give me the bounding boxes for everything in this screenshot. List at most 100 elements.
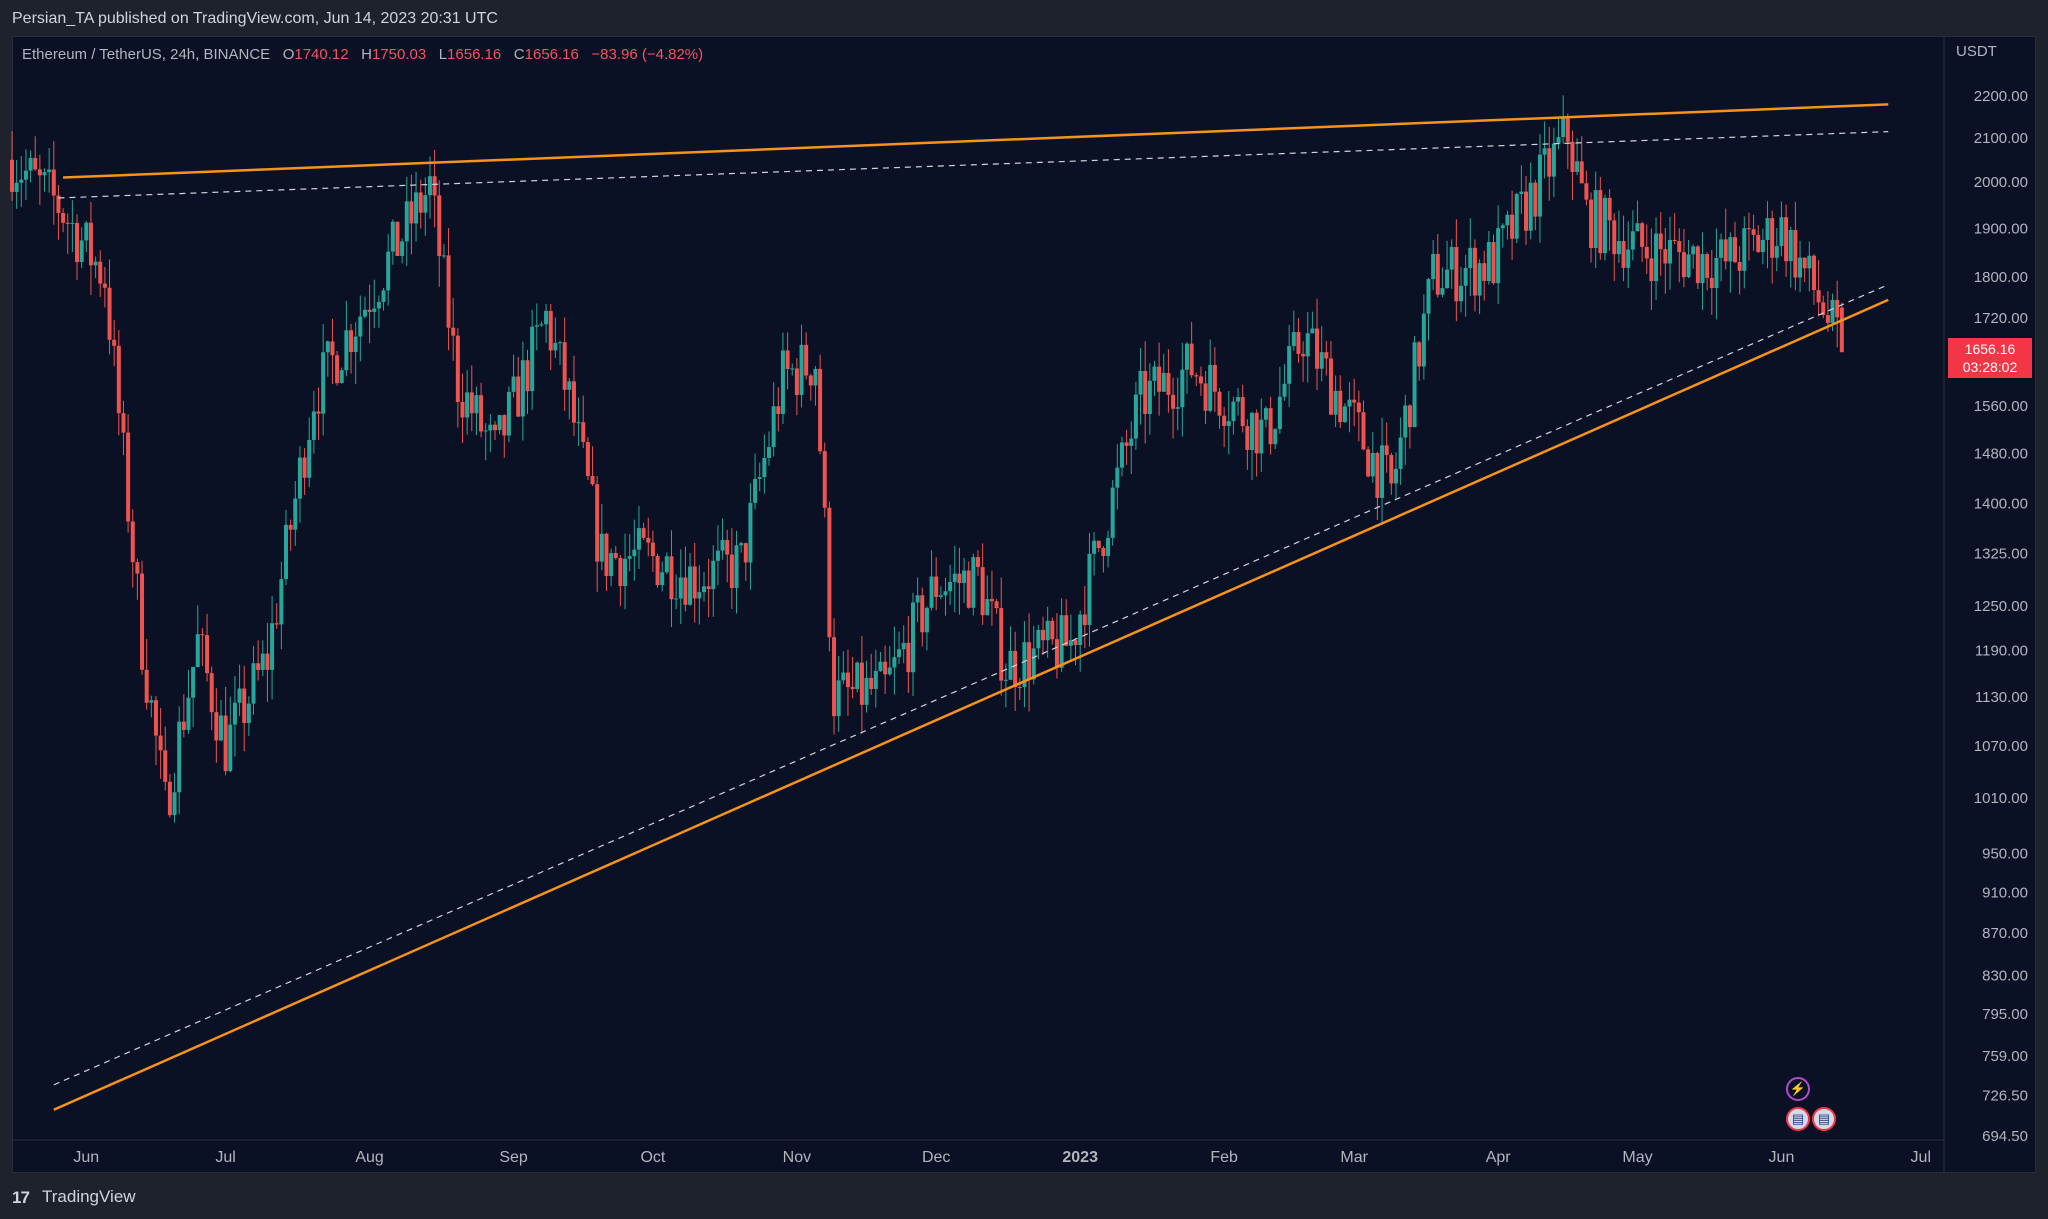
candle-body[interactable] bbox=[1087, 553, 1092, 626]
candle-body[interactable] bbox=[1092, 540, 1097, 554]
candle-body[interactable] bbox=[1821, 302, 1826, 316]
candle-body[interactable] bbox=[571, 381, 576, 423]
candle-body[interactable] bbox=[1352, 399, 1357, 403]
trendline-solid[interactable] bbox=[63, 103, 1889, 179]
chart-frame[interactable] bbox=[12, 36, 2036, 1173]
candle-body[interactable] bbox=[497, 415, 502, 431]
candle-body[interactable] bbox=[1184, 343, 1189, 370]
candle-body[interactable] bbox=[841, 672, 846, 681]
candle-body[interactable] bbox=[432, 176, 437, 196]
candle-body[interactable] bbox=[873, 670, 878, 690]
candle-body[interactable] bbox=[56, 195, 61, 213]
candle-body[interactable] bbox=[130, 521, 135, 563]
candle-body[interactable] bbox=[242, 688, 247, 723]
candle-body[interactable] bbox=[1760, 239, 1765, 253]
trendline-solid[interactable] bbox=[53, 298, 1889, 1111]
candle-body[interactable] bbox=[1240, 397, 1245, 427]
candle-body[interactable] bbox=[84, 222, 89, 241]
candle-body[interactable] bbox=[400, 241, 405, 256]
candle-body[interactable] bbox=[1459, 285, 1463, 302]
candle-body[interactable] bbox=[1017, 687, 1022, 689]
candle-body[interactable] bbox=[1593, 190, 1598, 249]
candle-body[interactable] bbox=[511, 376, 516, 392]
candle-body[interactable] bbox=[246, 703, 251, 723]
candle-body[interactable] bbox=[330, 341, 335, 356]
candle-body[interactable] bbox=[1807, 255, 1812, 269]
candle-body[interactable] bbox=[1802, 257, 1807, 269]
candle-body[interactable] bbox=[1115, 467, 1120, 488]
candle-body[interactable] bbox=[344, 330, 349, 371]
trendline-dashed[interactable] bbox=[53, 284, 1889, 1086]
candle-body[interactable] bbox=[1825, 315, 1830, 323]
candle-body[interactable] bbox=[1482, 263, 1487, 281]
candle-body[interactable] bbox=[112, 339, 117, 346]
candle-body[interactable] bbox=[901, 642, 906, 650]
candle-body[interactable] bbox=[1746, 228, 1751, 230]
candle-body[interactable] bbox=[1728, 237, 1733, 262]
candle-body[interactable] bbox=[1324, 352, 1329, 359]
candle-body[interactable] bbox=[1607, 197, 1612, 221]
candle-body[interactable] bbox=[632, 549, 637, 557]
candle-body[interactable] bbox=[845, 672, 850, 688]
candle-body[interactable] bbox=[1551, 143, 1556, 177]
candle-body[interactable] bbox=[1616, 241, 1621, 255]
candle-body[interactable] bbox=[790, 368, 795, 370]
candle-body[interactable] bbox=[1737, 262, 1742, 271]
candle-body[interactable] bbox=[948, 581, 953, 592]
candle-body[interactable] bbox=[883, 661, 888, 675]
candle-body[interactable] bbox=[1222, 415, 1227, 426]
candle-body[interactable] bbox=[232, 702, 237, 725]
candle-body[interactable] bbox=[920, 595, 925, 633]
candle-body[interactable] bbox=[1658, 233, 1663, 250]
candle-body[interactable] bbox=[1667, 239, 1672, 264]
candle-body[interactable] bbox=[1027, 642, 1032, 680]
candle-body[interactable] bbox=[358, 316, 363, 337]
candle-body[interactable] bbox=[701, 586, 706, 593]
candle-body[interactable] bbox=[163, 750, 168, 782]
candle-body[interactable] bbox=[1505, 214, 1510, 226]
candle-body[interactable] bbox=[864, 677, 869, 705]
candle-body[interactable] bbox=[641, 528, 646, 538]
candle-body[interactable] bbox=[725, 539, 730, 555]
candle-body[interactable] bbox=[1644, 246, 1649, 259]
candle-body[interactable] bbox=[1338, 390, 1343, 423]
candle-body[interactable] bbox=[418, 192, 423, 213]
candle-body[interactable] bbox=[502, 415, 507, 436]
candle-body[interactable] bbox=[1356, 402, 1361, 413]
candle-body[interactable] bbox=[924, 607, 929, 633]
candle-body[interactable] bbox=[1407, 405, 1412, 428]
candle-body[interactable] bbox=[1403, 405, 1408, 438]
candle-body[interactable] bbox=[558, 342, 563, 344]
candle-body[interactable] bbox=[627, 556, 632, 559]
candle-body[interactable] bbox=[1133, 394, 1138, 439]
candle-body[interactable] bbox=[404, 201, 409, 242]
candle-body[interactable] bbox=[1301, 353, 1306, 357]
candle-body[interactable] bbox=[469, 392, 474, 414]
candle-body[interactable] bbox=[140, 573, 145, 670]
candle-body[interactable] bbox=[711, 560, 716, 590]
candle-body[interactable] bbox=[1013, 650, 1018, 688]
candle-body[interactable] bbox=[813, 368, 818, 386]
candle-body[interactable] bbox=[191, 666, 196, 698]
candle-body[interactable] bbox=[1073, 640, 1078, 646]
candle-body[interactable] bbox=[33, 158, 38, 170]
candle-body[interactable] bbox=[1147, 380, 1152, 414]
candle-body[interactable] bbox=[1431, 253, 1436, 280]
candle-body[interactable] bbox=[1547, 148, 1552, 177]
candle-body[interactable] bbox=[1426, 279, 1431, 314]
candle-body[interactable] bbox=[1677, 241, 1682, 253]
candle-body[interactable] bbox=[1045, 620, 1050, 641]
candle-body[interactable] bbox=[102, 283, 107, 288]
candle-body[interactable] bbox=[1259, 419, 1264, 454]
candle-body[interactable] bbox=[465, 392, 470, 418]
candle-body[interactable] bbox=[1226, 421, 1231, 426]
candle-body[interactable] bbox=[748, 502, 753, 563]
candle-body[interactable] bbox=[1542, 148, 1547, 155]
candle-body[interactable] bbox=[1254, 412, 1259, 454]
us-flag-event-icon[interactable]: ▤ bbox=[1786, 1107, 1810, 1131]
candle-body[interactable] bbox=[618, 558, 623, 587]
candle-body[interactable] bbox=[488, 424, 493, 431]
candle-body[interactable] bbox=[539, 324, 544, 326]
candle-body[interactable] bbox=[51, 169, 56, 196]
candle-body[interactable] bbox=[771, 406, 776, 448]
